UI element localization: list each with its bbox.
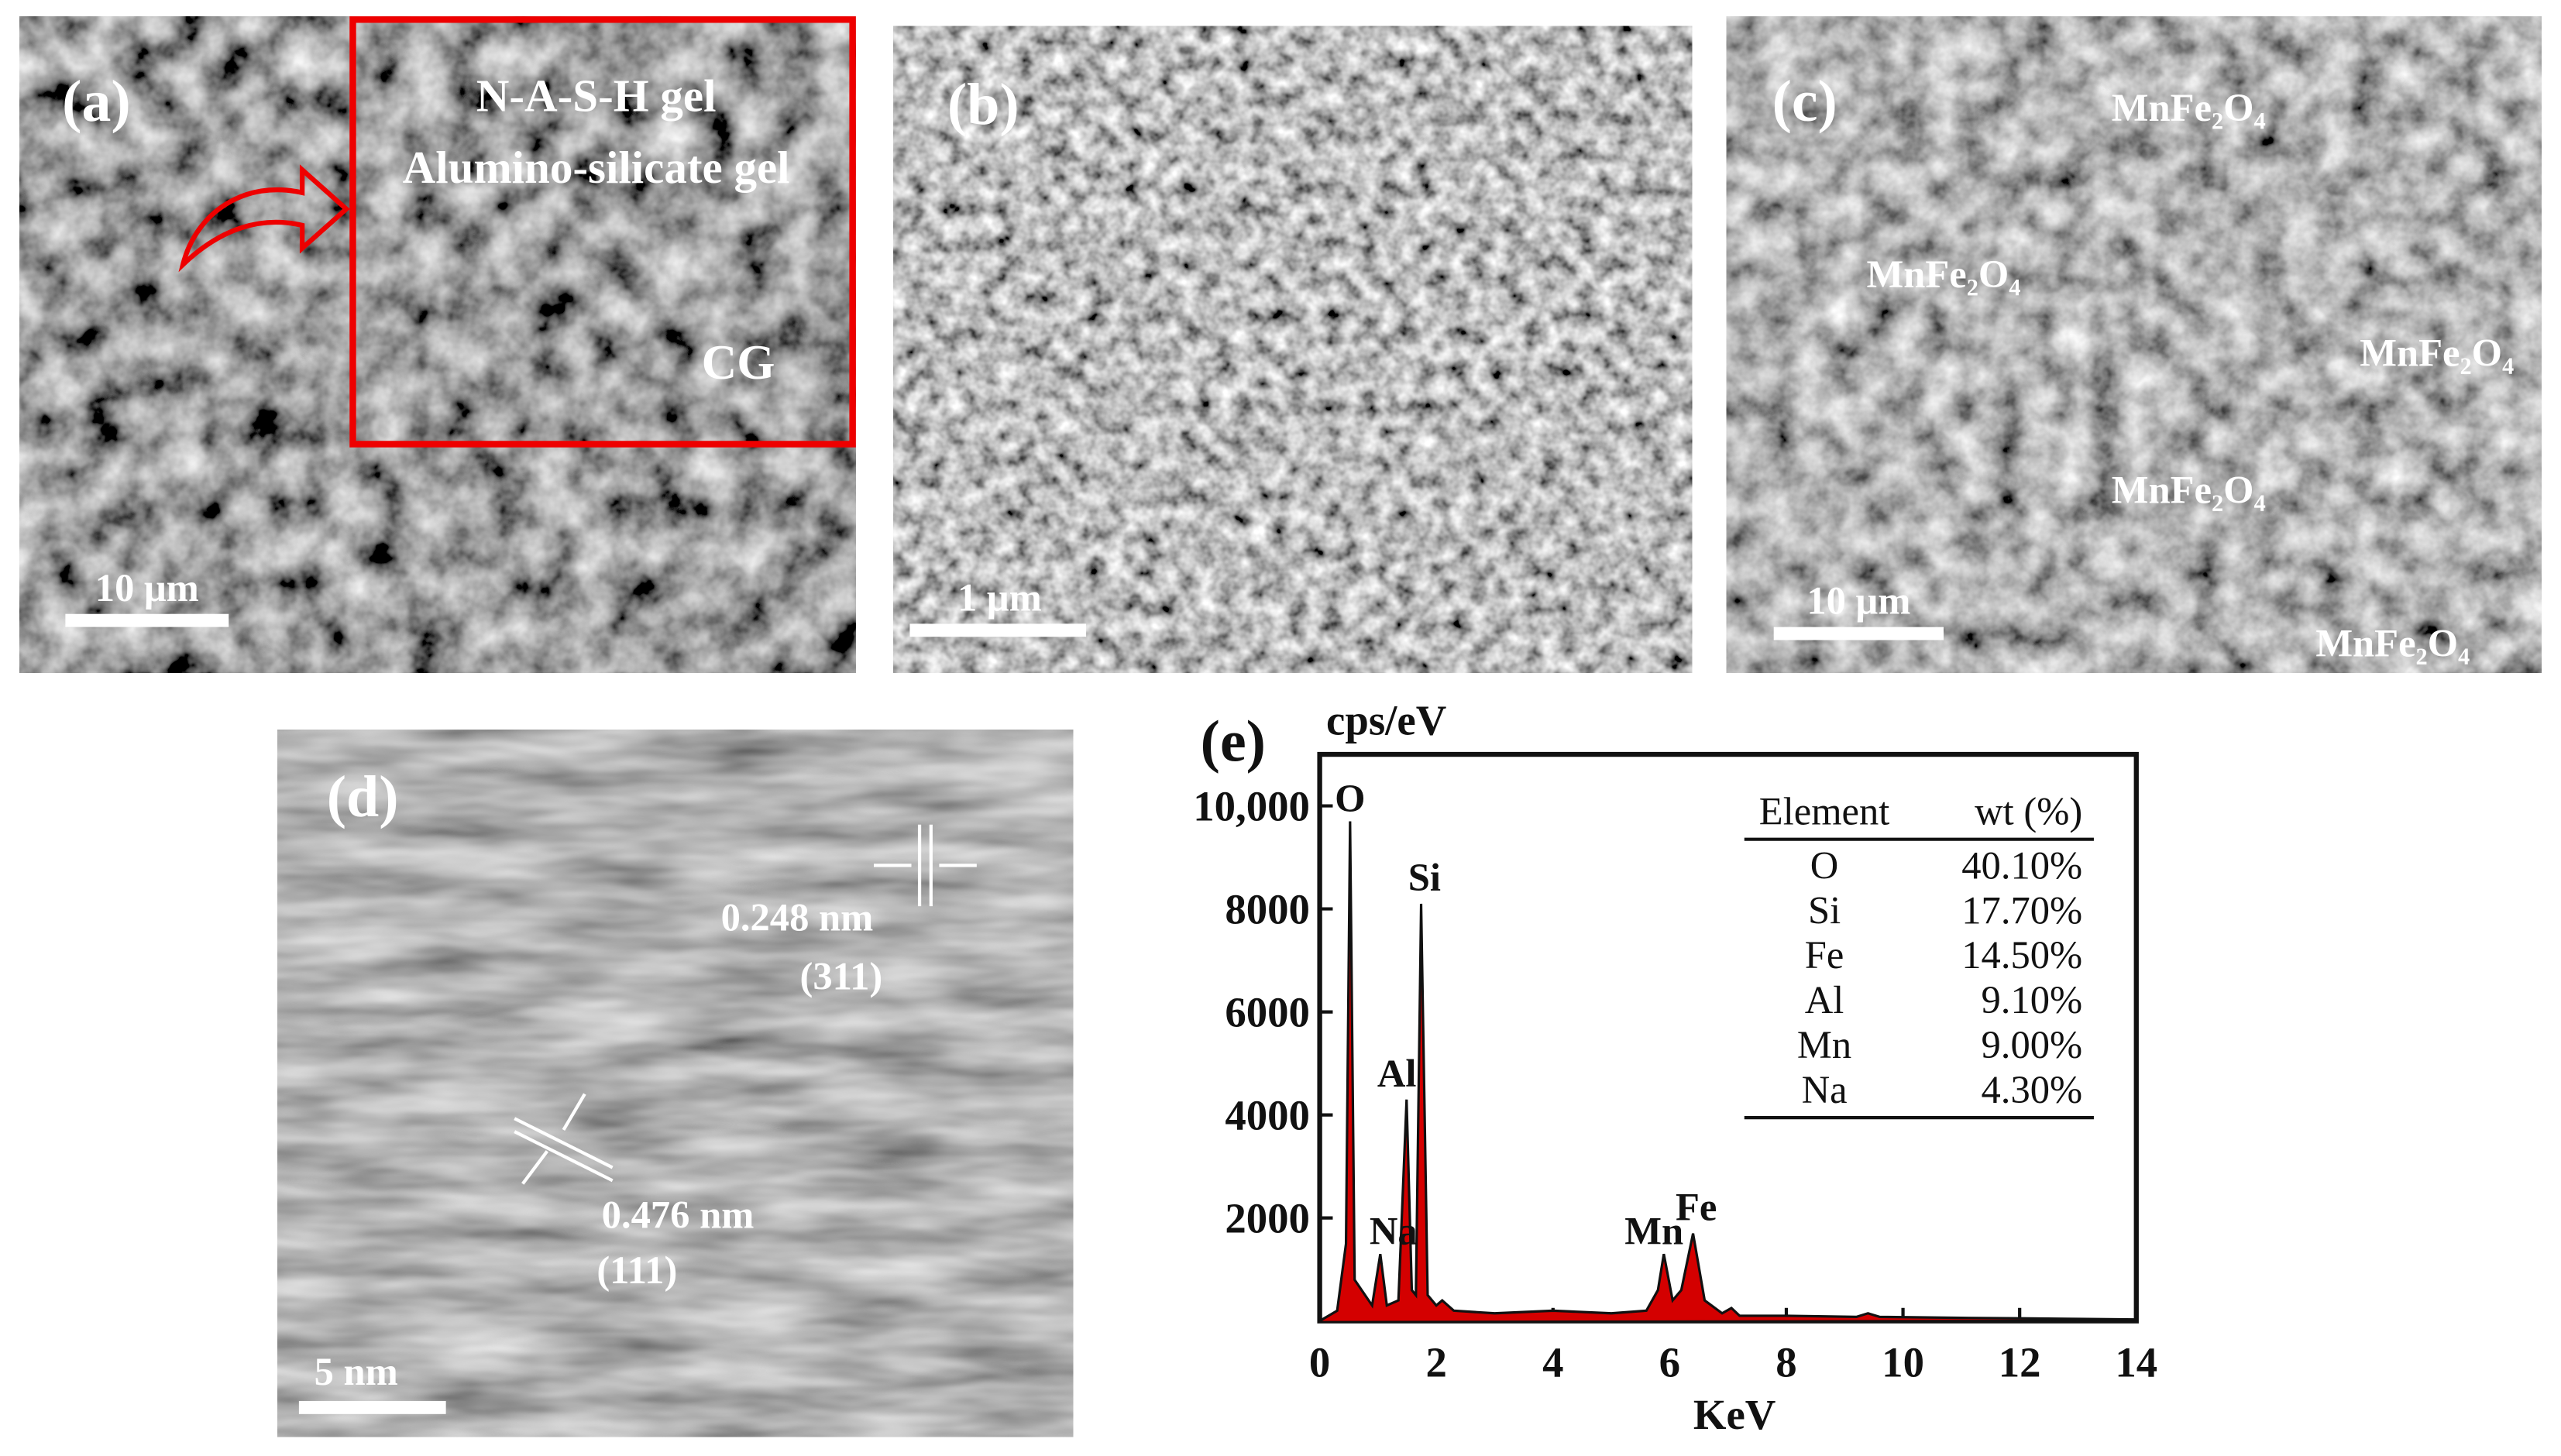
y-tick-label: 8000 (1225, 886, 1310, 933)
plot-frame (1317, 751, 2139, 1324)
fringe-plane: (111) (596, 1248, 677, 1292)
table-cell: Fe (1805, 933, 1844, 977)
phase-label: CG (702, 335, 775, 390)
y-tick-label: 4000 (1225, 1092, 1310, 1139)
scale-label: 5 nm (315, 1350, 398, 1393)
scale-label: 10 μm (95, 566, 199, 610)
panel-label: (c) (1772, 69, 1837, 134)
fringe-plane: (311) (799, 955, 882, 998)
x-tick-label: 14 (2115, 1338, 2157, 1386)
x-axis-label: KeV (1693, 1391, 1776, 1438)
table-cell: O (1810, 843, 1839, 887)
arrow (178, 164, 350, 273)
x-tick-label: 0 (1309, 1338, 1330, 1386)
scale-bar (909, 623, 1087, 637)
fringe-spacing: 0.476 nm (602, 1193, 755, 1236)
y-axis-label: cps/eV (1326, 697, 1446, 744)
phase-label: MnFe₂O₄ (2360, 331, 2514, 374)
panel-label: (e) (1201, 709, 1266, 774)
x-tick-label: 4 (1542, 1338, 1563, 1386)
x-tick-label: 8 (1776, 1338, 1796, 1386)
peak-label: Si (1408, 856, 1441, 899)
inset-box (349, 16, 856, 448)
y-tick-label: 6000 (1225, 989, 1310, 1036)
table-header: Element (1759, 790, 1890, 833)
peak-label: Mn (1624, 1210, 1683, 1253)
x-tick-label: 12 (1999, 1338, 2041, 1386)
panel-label: (d) (327, 764, 399, 829)
spectrum (1318, 821, 2136, 1323)
table-header: wt (%) (1975, 790, 2082, 833)
peak-label: Na (1370, 1210, 1418, 1253)
fringe-marker (514, 824, 977, 1185)
phase-label: MnFe₂O₄ (2112, 86, 2266, 129)
scale-label: 1 μm (957, 576, 1042, 620)
table-cell: 9.00% (1982, 1023, 2083, 1066)
table-cell: 14.50% (1961, 933, 2082, 977)
y-tick-label: 2000 (1225, 1195, 1310, 1242)
x-tick-label: 6 (1659, 1338, 1680, 1386)
gel-label: Alumino-silicate gel (403, 142, 790, 193)
table-cell: Al (1805, 978, 1844, 1022)
phase-label: MnFe₂O₄ (2112, 468, 2266, 511)
peak-label: O (1335, 777, 1365, 820)
table-cell: Mn (1797, 1023, 1851, 1066)
x-tick-label: 2 (1425, 1338, 1446, 1386)
peak-label: Fe (1676, 1186, 1717, 1229)
y-tick-label: 10,000 (1193, 783, 1310, 830)
table-cell: Na (1802, 1068, 1848, 1111)
table-cell: 17.70% (1961, 888, 2082, 932)
scale-bar (298, 1400, 446, 1414)
panel-label: (b) (947, 72, 1019, 137)
scale-label: 10 μm (1806, 579, 1910, 623)
table-cell: 4.30% (1982, 1068, 2083, 1111)
panel-label: (a) (62, 69, 130, 134)
table-cell: 9.10% (1982, 978, 2083, 1022)
micrograph-a (19, 16, 856, 673)
gel-label: N-A-S-H gel (476, 70, 717, 121)
micrograph-b (893, 26, 1693, 673)
x-tick-label: 10 (1882, 1338, 1924, 1386)
phase-label: MnFe₂O₄ (2315, 622, 2470, 665)
scale-bar (65, 613, 229, 627)
phase-label: MnFe₂O₄ (1867, 252, 2021, 296)
scale-bar (1773, 627, 1944, 640)
fringe-spacing: 0.248 nm (721, 896, 874, 939)
table-cell: 40.10% (1961, 843, 2082, 887)
table-cell: Si (1808, 888, 1841, 932)
micrograph-c (1726, 16, 2542, 673)
peak-label: Al (1377, 1052, 1417, 1095)
micrograph-d (277, 730, 1074, 1437)
